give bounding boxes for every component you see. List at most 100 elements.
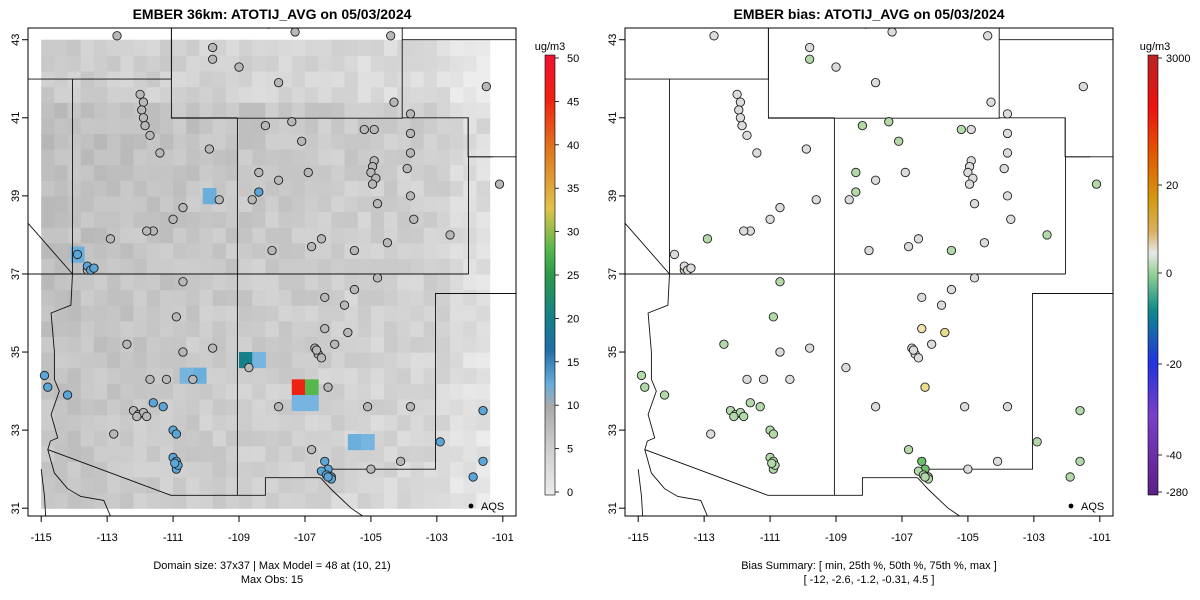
aqs-bias-marker[interactable] xyxy=(732,89,742,100)
aqs-site-marker[interactable] xyxy=(306,241,317,252)
aqs-bias-marker[interactable] xyxy=(894,136,904,146)
aqs-bias-marker[interactable] xyxy=(752,148,762,158)
aqs-bias-marker[interactable] xyxy=(1006,214,1016,224)
aqs-bias-marker[interactable] xyxy=(956,124,966,135)
aqs-site-marker[interactable] xyxy=(349,284,360,295)
aqs-site-marker[interactable] xyxy=(148,398,158,408)
aqs-site-marker[interactable] xyxy=(171,312,182,322)
aqs-bias-marker[interactable] xyxy=(775,347,785,357)
aqs-bias-marker[interactable] xyxy=(659,390,670,400)
aqs-bias-marker[interactable] xyxy=(870,402,881,412)
aqs-site-marker[interactable] xyxy=(109,429,119,439)
aqs-bias-marker[interactable] xyxy=(1091,179,1102,189)
aqs-bias-marker[interactable] xyxy=(900,167,910,178)
aqs-site-marker[interactable] xyxy=(89,263,99,273)
aqs-site-marker[interactable] xyxy=(178,347,188,357)
aqs-site-marker[interactable] xyxy=(320,292,330,303)
aqs-site-marker[interactable] xyxy=(273,78,284,88)
aqs-site-marker[interactable] xyxy=(494,179,505,189)
aqs-site-marker[interactable] xyxy=(138,97,149,107)
aqs-bias-marker[interactable] xyxy=(887,28,897,37)
aqs-site-marker[interactable] xyxy=(395,456,406,466)
aqs-site-marker[interactable] xyxy=(386,31,396,41)
aqs-bias-marker[interactable] xyxy=(1075,456,1085,466)
aqs-bias-marker[interactable] xyxy=(1002,191,1013,201)
aqs-site-marker[interactable] xyxy=(367,179,378,189)
aqs-bias-marker[interactable] xyxy=(669,249,680,260)
aqs-site-marker[interactable] xyxy=(402,163,412,174)
aqs-site-marker[interactable] xyxy=(311,345,322,355)
aqs-site-marker[interactable] xyxy=(62,390,73,400)
aqs-site-marker[interactable] xyxy=(343,327,353,338)
aqs-bias-marker[interactable] xyxy=(735,113,746,123)
aqs-bias-marker[interactable] xyxy=(903,444,914,455)
aqs-bias-marker[interactable] xyxy=(745,398,755,408)
aqs-bias-marker[interactable] xyxy=(1075,405,1085,416)
aqs-bias-marker[interactable] xyxy=(903,241,914,252)
aqs-bias-marker[interactable] xyxy=(801,144,812,154)
aqs-bias-marker[interactable] xyxy=(946,245,957,256)
aqs-bias-marker[interactable] xyxy=(742,130,752,141)
aqs-bias-marker[interactable] xyxy=(983,31,993,41)
aqs-site-marker[interactable] xyxy=(303,167,313,178)
aqs-bias-marker[interactable] xyxy=(920,382,930,392)
aqs-bias-marker[interactable] xyxy=(1002,128,1013,139)
aqs-site-marker[interactable] xyxy=(445,230,455,240)
aqs-bias-marker[interactable] xyxy=(851,167,861,178)
aqs-site-marker[interactable] xyxy=(329,339,340,349)
aqs-bias-marker[interactable] xyxy=(742,374,752,385)
aqs-bias-marker[interactable] xyxy=(831,62,841,72)
aqs-bias-marker[interactable] xyxy=(908,345,919,355)
aqs-bias-marker[interactable] xyxy=(804,343,815,353)
aqs-site-marker[interactable] xyxy=(171,429,182,439)
aqs-site-marker[interactable] xyxy=(323,472,333,482)
aqs-bias-marker[interactable] xyxy=(735,97,746,107)
aqs-bias-marker[interactable] xyxy=(775,202,785,213)
aqs-bias-marker[interactable] xyxy=(1042,230,1052,240)
aqs-site-marker[interactable] xyxy=(372,199,383,209)
aqs-bias-marker[interactable] xyxy=(870,78,881,88)
aqs-bias-marker[interactable] xyxy=(963,167,973,178)
aqs-site-marker[interactable] xyxy=(254,187,264,197)
aqs-bias-marker[interactable] xyxy=(940,327,950,338)
aqs-site-marker[interactable] xyxy=(138,113,149,123)
aqs-site-marker[interactable] xyxy=(158,402,168,412)
aqs-bias-marker[interactable] xyxy=(804,54,815,64)
aqs-site-marker[interactable] xyxy=(382,238,393,248)
aqs-site-marker[interactable] xyxy=(405,109,416,119)
aqs-bias-marker[interactable] xyxy=(959,402,970,412)
aqs-site-marker[interactable] xyxy=(207,42,218,53)
aqs-bias-marker[interactable] xyxy=(1078,81,1088,92)
aqs-site-marker[interactable] xyxy=(320,456,330,466)
aqs-site-marker[interactable] xyxy=(188,374,198,385)
aqs-site-marker[interactable] xyxy=(145,374,155,385)
aqs-bias-marker[interactable] xyxy=(1032,437,1042,447)
aqs-site-marker[interactable] xyxy=(207,343,218,353)
aqs-bias-marker[interactable] xyxy=(969,199,980,209)
aqs-site-marker[interactable] xyxy=(244,362,254,373)
aqs-site-marker[interactable] xyxy=(478,456,488,466)
aqs-site-marker[interactable] xyxy=(260,120,271,131)
aqs-site-marker[interactable] xyxy=(72,249,83,260)
aqs-bias-marker[interactable] xyxy=(702,234,713,244)
aqs-site-marker[interactable] xyxy=(405,128,416,139)
aqs-site-marker[interactable] xyxy=(481,81,491,92)
aqs-bias-marker[interactable] xyxy=(755,402,765,412)
aqs-site-marker[interactable] xyxy=(132,411,142,422)
aqs-site-marker[interactable] xyxy=(297,136,307,146)
aqs-site-marker[interactable] xyxy=(389,97,399,107)
aqs-bias-marker[interactable] xyxy=(884,117,894,127)
aqs-site-marker[interactable] xyxy=(273,175,284,185)
aqs-site-marker[interactable] xyxy=(214,195,224,205)
aqs-site-marker[interactable] xyxy=(290,28,300,37)
aqs-site-marker[interactable] xyxy=(366,464,376,474)
aqs-bias-marker[interactable] xyxy=(986,97,996,107)
aqs-bias-marker[interactable] xyxy=(936,300,947,310)
aqs-site-marker[interactable] xyxy=(112,31,122,41)
aqs-site-marker[interactable] xyxy=(478,405,488,416)
aqs-bias-marker[interactable] xyxy=(739,411,749,422)
aqs-site-marker[interactable] xyxy=(122,339,132,349)
aqs-bias-marker[interactable] xyxy=(926,339,937,349)
aqs-bias-marker[interactable] xyxy=(768,429,779,439)
aqs-site-marker[interactable] xyxy=(155,148,165,158)
